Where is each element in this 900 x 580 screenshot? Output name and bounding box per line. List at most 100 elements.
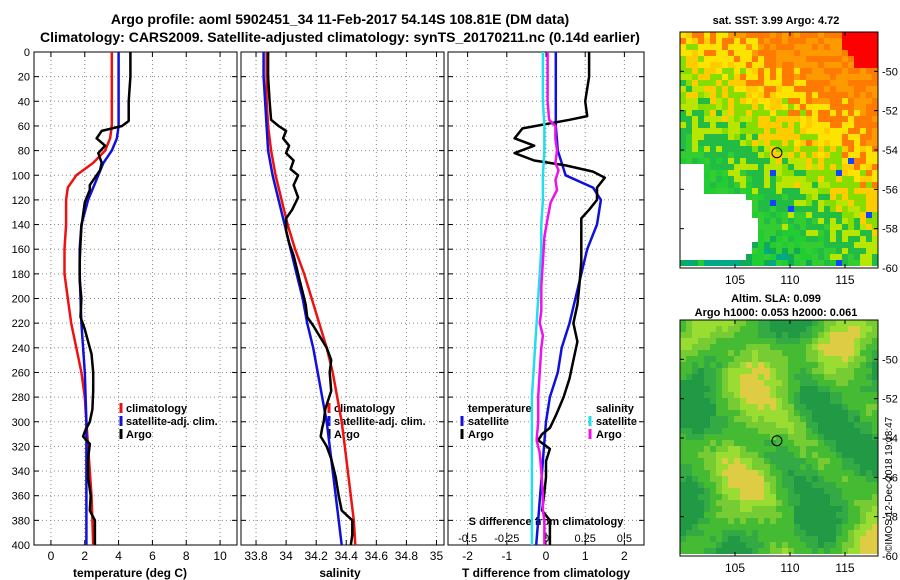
sla-map-cell — [788, 332, 794, 338]
sst-map-cell — [830, 68, 836, 74]
sst-map-cell — [770, 248, 776, 254]
sst-map-cell — [848, 32, 854, 38]
sla-map-cell — [788, 494, 794, 500]
sst-map-cell — [818, 128, 824, 134]
sla-map-cell — [758, 482, 764, 488]
sst-map-cell — [752, 176, 758, 182]
sst-map-cell — [872, 98, 878, 104]
sla-map-cell — [686, 500, 692, 506]
sst-map-cell — [764, 68, 770, 74]
sla-map-cell — [830, 350, 836, 356]
sst-map-cell — [818, 98, 824, 104]
sst-map-cell — [794, 218, 800, 224]
sst-map-cell — [698, 92, 704, 98]
sla-map-cell — [716, 470, 722, 476]
sla-map-cell — [758, 476, 764, 482]
sst-map-cell — [680, 38, 686, 44]
sst-map-cell — [848, 200, 854, 206]
sla-map-cell — [818, 482, 824, 488]
sla-map-cell — [686, 446, 692, 452]
sla-map-cell — [842, 548, 848, 554]
sla-map-cell — [800, 362, 806, 368]
sst-map-cell — [746, 62, 752, 68]
sst-map-cell — [800, 158, 806, 164]
sla-map-cell — [776, 380, 782, 386]
sla-map-cell — [788, 518, 794, 524]
sst-map-cell — [782, 62, 788, 68]
sla-map-cell — [860, 506, 866, 512]
sla-map-cell — [872, 434, 878, 440]
sla-map-cell — [758, 530, 764, 536]
sla-map-cell — [692, 500, 698, 506]
sst-map-cell — [740, 248, 746, 254]
sst-map-cell — [842, 50, 848, 56]
sst-map-cell — [842, 194, 848, 200]
sst-map-cell — [794, 206, 800, 212]
sst-map-cell — [680, 242, 686, 248]
sla-map-cell — [764, 374, 770, 380]
sst-map-cell — [860, 56, 866, 62]
sst-map-cell — [854, 164, 860, 170]
sla-map-cell — [854, 398, 860, 404]
sla-map-cell — [770, 452, 776, 458]
sla-map-cell — [758, 356, 764, 362]
sla-map-cell — [854, 548, 860, 554]
sst-map-cell — [716, 80, 722, 86]
sla-map-cell — [686, 452, 692, 458]
sla-map-cell — [692, 434, 698, 440]
sla-map-cell — [728, 470, 734, 476]
sla-map-cell — [722, 320, 728, 326]
sst-map-cell — [842, 56, 848, 62]
sla-map-cell — [710, 470, 716, 476]
sla-map-cell — [734, 380, 740, 386]
sla-map-cell — [830, 506, 836, 512]
sla-map-cell — [746, 416, 752, 422]
sla-map-cell — [848, 428, 854, 434]
sst-map-cell — [788, 44, 794, 50]
temperature-series-argo — [78, 52, 132, 545]
sst-map-cell — [848, 122, 854, 128]
sst-map-cell — [788, 224, 794, 230]
sla-map-cell — [704, 542, 710, 548]
sst-map-cell — [842, 254, 848, 260]
sst-map-cell — [776, 176, 782, 182]
sla-map-cell — [800, 530, 806, 536]
sst-map-cell — [680, 62, 686, 68]
sst-map-cell — [698, 260, 704, 266]
sst-map-cell — [830, 92, 836, 98]
sst-map-cell — [800, 122, 806, 128]
sla-map-cell — [782, 464, 788, 470]
sst-map-cell — [752, 32, 758, 38]
sla-map-cell — [716, 332, 722, 338]
sla-map-cell — [758, 350, 764, 356]
sst-map-cell — [860, 194, 866, 200]
sla-map-cell — [860, 488, 866, 494]
sst-map-cell — [836, 188, 842, 194]
sst-map-cell — [794, 68, 800, 74]
sla-map-cell — [818, 374, 824, 380]
sla-map-cell — [740, 452, 746, 458]
sst-map-cell — [734, 254, 740, 260]
sla-map-cell — [698, 362, 704, 368]
sla-map-cell — [812, 434, 818, 440]
sla-map-cell — [734, 404, 740, 410]
sst-map-cell — [842, 200, 848, 206]
sla-map-cell — [872, 440, 878, 446]
sst-map-cell — [680, 152, 686, 158]
sla-map-cell — [866, 446, 872, 452]
sla-map-cell — [800, 494, 806, 500]
sst-map-cell — [824, 56, 830, 62]
sst-map-cell — [746, 260, 752, 266]
sst-map-cell — [692, 182, 698, 188]
sla-map-cell — [830, 356, 836, 362]
sst-map-cell — [680, 110, 686, 116]
sst-map-cell — [836, 80, 842, 86]
sla-map-cell — [704, 416, 710, 422]
sst-map-cell — [770, 56, 776, 62]
sla-map-cell — [854, 428, 860, 434]
sla-map-cell — [728, 404, 734, 410]
sla-map-cell — [758, 410, 764, 416]
sla-map-cell — [776, 506, 782, 512]
sla-map-cell — [734, 422, 740, 428]
sst-map-cell — [704, 92, 710, 98]
